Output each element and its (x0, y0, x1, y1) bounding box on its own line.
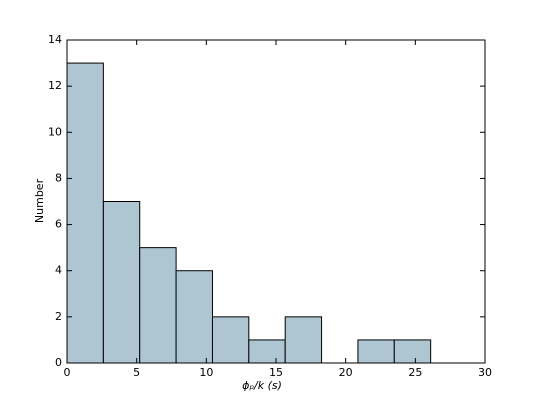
y-tick-label: 8 (55, 171, 62, 184)
x-tick-label: 5 (133, 366, 140, 379)
bar (175, 270, 213, 364)
x-tick-label: 30 (478, 366, 492, 379)
x-tick-label: 20 (339, 366, 353, 379)
y-tick-label: 6 (55, 218, 62, 231)
x-axis-label: ϕₚ/k (s) (242, 379, 282, 392)
x-tick-label: 25 (408, 366, 422, 379)
y-axis-label: Number (33, 178, 46, 223)
bar (248, 339, 286, 364)
y-tick-label: 2 (55, 310, 62, 323)
bar (357, 339, 395, 364)
y-tick-label: 10 (48, 125, 62, 138)
bar (102, 201, 141, 364)
y-tick-label: 0 (55, 356, 62, 369)
bar (66, 62, 104, 364)
bar (284, 316, 323, 364)
x-tick-label: 15 (269, 366, 283, 379)
bar (139, 247, 177, 364)
x-tick-label: 0 (64, 366, 71, 379)
y-tick-label: 12 (48, 79, 62, 92)
bar (393, 339, 432, 364)
y-tick-label: 4 (55, 264, 62, 277)
y-tick-label: 14 (48, 33, 62, 46)
bar (211, 316, 250, 364)
x-tick-label: 10 (199, 366, 213, 379)
